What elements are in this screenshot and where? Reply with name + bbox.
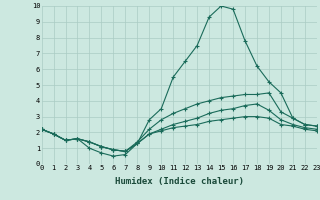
X-axis label: Humidex (Indice chaleur): Humidex (Indice chaleur) [115, 177, 244, 186]
